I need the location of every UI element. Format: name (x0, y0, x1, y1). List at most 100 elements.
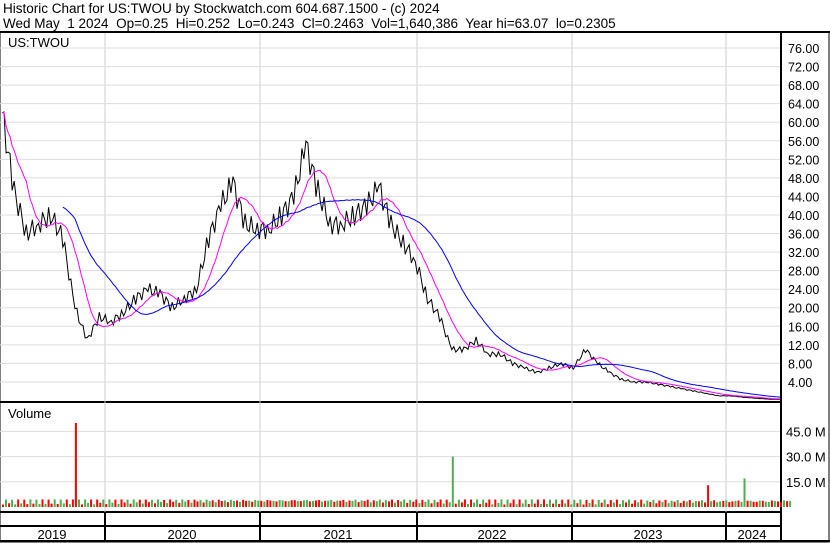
volume-bar (205, 499, 208, 507)
volume-bar (318, 500, 321, 507)
volume-bar (327, 500, 330, 507)
volume-bar (658, 500, 661, 507)
volume-bar (585, 499, 588, 507)
volume-bar (722, 501, 725, 507)
volume-bar (74, 423, 77, 507)
volume-bar (640, 499, 643, 507)
symbol-label: US:TWOU (8, 35, 69, 50)
volume-bar (117, 503, 120, 507)
volume-bar (412, 501, 415, 507)
volume-bar (767, 502, 770, 507)
volume-bar (603, 499, 606, 507)
volume-bar (245, 500, 248, 507)
volume-bar (196, 501, 199, 507)
volume-bar (236, 500, 238, 507)
volume-bar (515, 504, 518, 507)
volume-bar (588, 503, 591, 507)
price-tick-label: 64.00 (788, 98, 819, 112)
volume-bar (41, 499, 44, 507)
volume-bar (710, 501, 713, 507)
volume-bar (275, 501, 278, 507)
volume-bar (132, 499, 135, 507)
volume-bar (144, 499, 147, 507)
volume-bar (78, 499, 80, 507)
volume-bar (485, 502, 488, 507)
volume-bar (211, 500, 214, 507)
volume-bar (126, 499, 129, 507)
volume-bar (406, 502, 409, 507)
volume-bar (558, 504, 561, 507)
volume-bar (53, 499, 56, 507)
volume-bar (773, 500, 776, 507)
year-label: 2021 (324, 527, 353, 542)
volume-bar (673, 501, 676, 507)
volume-bar (354, 499, 357, 507)
volume-bar (789, 501, 792, 507)
price-tick-label: 56.00 (788, 135, 819, 149)
volume-bar (272, 500, 275, 507)
volume-bar (360, 500, 363, 507)
price-tick-label: 60.00 (788, 116, 819, 130)
moving-average-long (62, 199, 781, 398)
volume-bar (105, 504, 108, 507)
volume-bar (108, 499, 111, 507)
volume-bar (576, 503, 579, 507)
volume-bar (62, 503, 65, 507)
volume-bar (743, 478, 746, 507)
volume-bar (612, 502, 615, 507)
volume-bar (266, 500, 269, 507)
volume-bar (223, 500, 226, 507)
volume-bar (99, 502, 102, 507)
price-tick-label: 52.00 (788, 153, 819, 167)
volume-bar (44, 503, 47, 507)
volume-bar (433, 499, 436, 507)
volume-bar (451, 456, 454, 507)
volume-bar (154, 503, 156, 507)
price-tick-label: 72.00 (788, 61, 819, 75)
volume-bar (622, 500, 624, 507)
volume-bar (8, 503, 11, 507)
volume-bar (457, 499, 460, 507)
price-tick-label: 48.00 (788, 172, 819, 186)
volume-bar (473, 502, 476, 507)
volume-bar (2, 504, 4, 507)
volume-bar (637, 502, 640, 507)
volume-bar (312, 500, 314, 507)
volume-bar (138, 499, 141, 507)
volume-bar (634, 500, 637, 507)
volume-bar (333, 501, 336, 507)
volume-tick-label: 45.0 M (786, 424, 826, 439)
volume-bar (454, 503, 457, 507)
price-tick-label: 40.00 (788, 209, 819, 223)
volume-bar (284, 501, 287, 507)
volume-bar (226, 502, 229, 507)
volume-bar (740, 501, 743, 507)
volume-bar (96, 499, 99, 507)
volume-bar (302, 500, 305, 507)
volume-bar (388, 501, 390, 507)
volume-bar (786, 501, 789, 507)
volume-bar (497, 503, 500, 507)
volume-bar (381, 502, 384, 507)
volume-bar (220, 501, 223, 507)
volume-bar (652, 499, 655, 507)
volume-bar (618, 503, 621, 507)
volume-bar (421, 499, 424, 507)
volume-bar (147, 502, 150, 507)
price-tick-label: 16.00 (788, 320, 819, 334)
price-tick-label: 28.00 (788, 265, 819, 279)
volume-bar (716, 502, 719, 507)
volume-bar (114, 499, 117, 507)
volume-bar (564, 503, 567, 507)
volume-bar (631, 503, 634, 507)
volume-bar (439, 499, 442, 507)
volume-bar (503, 504, 506, 507)
volume-bar (533, 503, 536, 507)
volume-bar (500, 499, 503, 507)
volume-bar (783, 500, 785, 507)
volume-bar (694, 501, 697, 507)
volume-bar (524, 499, 527, 507)
volume-bar (758, 500, 761, 507)
volume-bar (573, 499, 576, 507)
